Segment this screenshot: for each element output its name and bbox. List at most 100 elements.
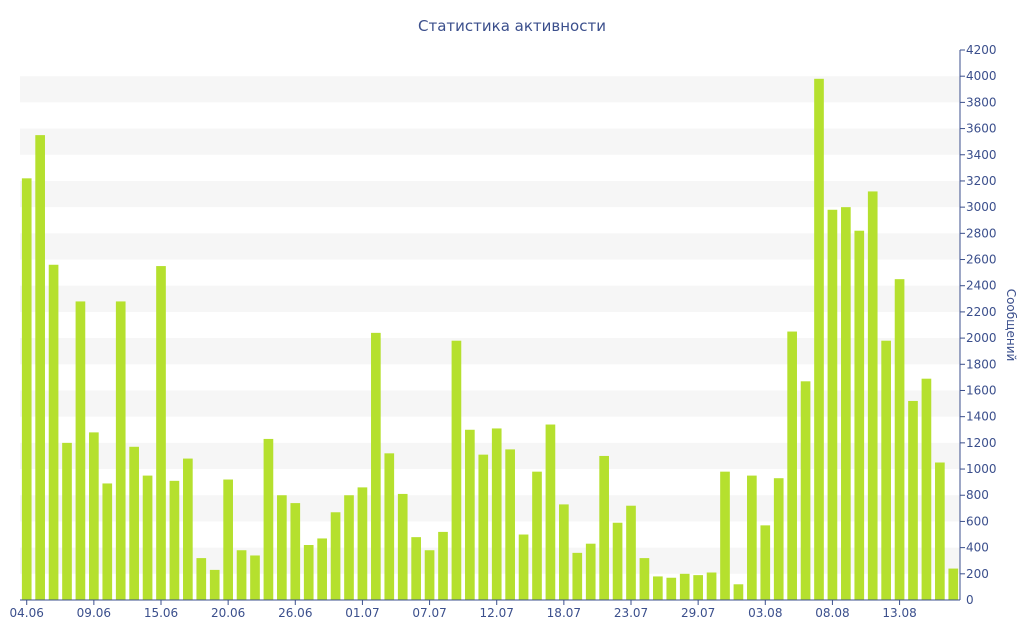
x-tick-label: 09.06 [77, 606, 111, 620]
bar [277, 495, 287, 600]
bar [854, 230, 865, 600]
y-tick-label: 1200 [966, 436, 997, 450]
y-tick-label: 4200 [966, 43, 997, 57]
bar [491, 428, 502, 600]
y-tick-label: 3200 [966, 174, 997, 188]
bars-group [21, 78, 959, 601]
bar [196, 558, 207, 600]
grid-band [20, 128, 960, 155]
bar [236, 550, 247, 600]
axes-group [20, 50, 961, 601]
bar [773, 478, 784, 600]
y-tick-label: 2000 [966, 331, 997, 345]
bar [142, 475, 153, 600]
x-tick-label: 29.07 [681, 606, 715, 620]
y-tick-label: 1400 [966, 410, 997, 424]
x-tick-label: 23.07 [614, 606, 648, 620]
y-tick-label: 2800 [966, 226, 997, 240]
chart-title: Статистика активности [418, 17, 606, 35]
bar [800, 381, 811, 600]
bar [706, 572, 717, 600]
bar [814, 78, 824, 601]
bar [599, 455, 609, 600]
x-tick-label: 03.08 [748, 606, 782, 620]
bar [639, 558, 650, 600]
bar [384, 453, 395, 600]
bar [518, 534, 529, 600]
x-tick-label: 13.08 [882, 606, 916, 620]
bar [129, 446, 139, 600]
bar [693, 575, 703, 600]
x-tick-label: 12.07 [480, 606, 514, 620]
bar [720, 471, 730, 600]
bar [424, 550, 435, 600]
x-tick-label: 08.08 [815, 606, 849, 620]
bar [75, 301, 86, 600]
bar [572, 552, 583, 600]
x-tick-label: 26.06 [278, 606, 312, 620]
bar [948, 568, 959, 600]
bar [505, 449, 515, 600]
bar [250, 555, 260, 600]
x-tick-label: 04.06 [10, 606, 44, 620]
y-tick-label: 1800 [966, 357, 997, 371]
bar [935, 462, 945, 600]
bar [666, 577, 677, 600]
bar [908, 400, 918, 600]
bar [290, 503, 301, 600]
y-tick-label: 3400 [966, 148, 997, 162]
y-tick-label: 400 [966, 541, 989, 555]
bar [760, 525, 771, 600]
y-tick-label: 2600 [966, 253, 997, 267]
bar [747, 475, 757, 600]
y-tick-label: 3600 [966, 122, 997, 136]
grid-band [20, 76, 960, 103]
bar [317, 538, 327, 600]
y-tick-label: 3800 [966, 95, 997, 109]
bar [465, 429, 475, 600]
x-tick-label: 01.07 [345, 606, 379, 620]
bar [35, 135, 45, 600]
bar [921, 378, 932, 600]
x-tick-label: 18.07 [547, 606, 581, 620]
bar [371, 332, 381, 600]
bar [451, 340, 462, 600]
bar [881, 340, 891, 600]
y-ticks-group: 200 400 600 800 1000 1200 1400 1600 1800 2000 2200… [960, 43, 997, 607]
x-tick-label: 20.06 [211, 606, 245, 620]
bar [585, 543, 596, 600]
bar [89, 432, 99, 600]
y-tick-label: 1600 [966, 383, 997, 397]
y-tick-label: 200 [966, 567, 989, 581]
y-tick-label: 600 [966, 514, 989, 528]
bar [330, 512, 341, 600]
y-tick-label: 1000 [966, 462, 997, 476]
grid-band [20, 233, 960, 260]
y-tick-label: 0 [966, 593, 974, 607]
bar [438, 531, 448, 600]
bar [48, 264, 59, 600]
bar [612, 522, 623, 600]
bar [357, 487, 368, 600]
bar [115, 301, 126, 600]
grid-band [20, 285, 960, 312]
y-tick-label: 800 [966, 488, 989, 502]
bar [841, 207, 851, 600]
x-ticks-group: 04.06 09.06 15.06 20.06 26.06 01.07 07.07 12.07… [10, 600, 917, 620]
bar [303, 545, 314, 600]
bar [411, 537, 421, 600]
x-tick-label: 07.07 [412, 606, 446, 620]
bar [223, 479, 233, 600]
x-tick-label: 15.06 [144, 606, 178, 620]
bar [478, 454, 489, 600]
bar [183, 458, 193, 600]
bar [545, 424, 556, 600]
bar [21, 178, 32, 601]
bar [344, 495, 354, 600]
y-tick-label: 4000 [966, 69, 997, 83]
bar [827, 209, 838, 600]
grid-band [20, 338, 960, 365]
y-tick-label: 2400 [966, 279, 997, 293]
bar [102, 483, 113, 600]
